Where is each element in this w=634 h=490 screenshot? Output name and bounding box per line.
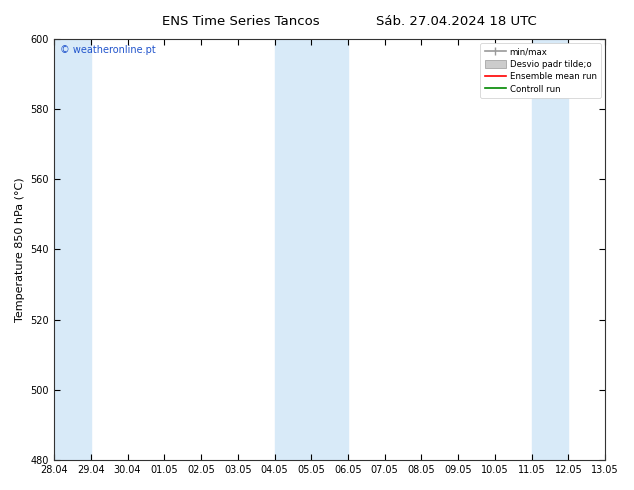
Text: Sáb. 27.04.2024 18 UTC: Sáb. 27.04.2024 18 UTC	[376, 15, 537, 28]
Bar	[54, 39, 91, 460]
Text: © weatheronline.pt: © weatheronline.pt	[60, 45, 155, 55]
Bar	[275, 39, 348, 460]
Text: ENS Time Series Tancos: ENS Time Series Tancos	[162, 15, 320, 28]
Legend: min/max, Desvio padr tilde;o, Ensemble mean run, Controll run: min/max, Desvio padr tilde;o, Ensemble m…	[481, 43, 601, 98]
Y-axis label: Temperature 850 hPa (°C): Temperature 850 hPa (°C)	[15, 177, 25, 321]
Bar	[532, 39, 569, 460]
